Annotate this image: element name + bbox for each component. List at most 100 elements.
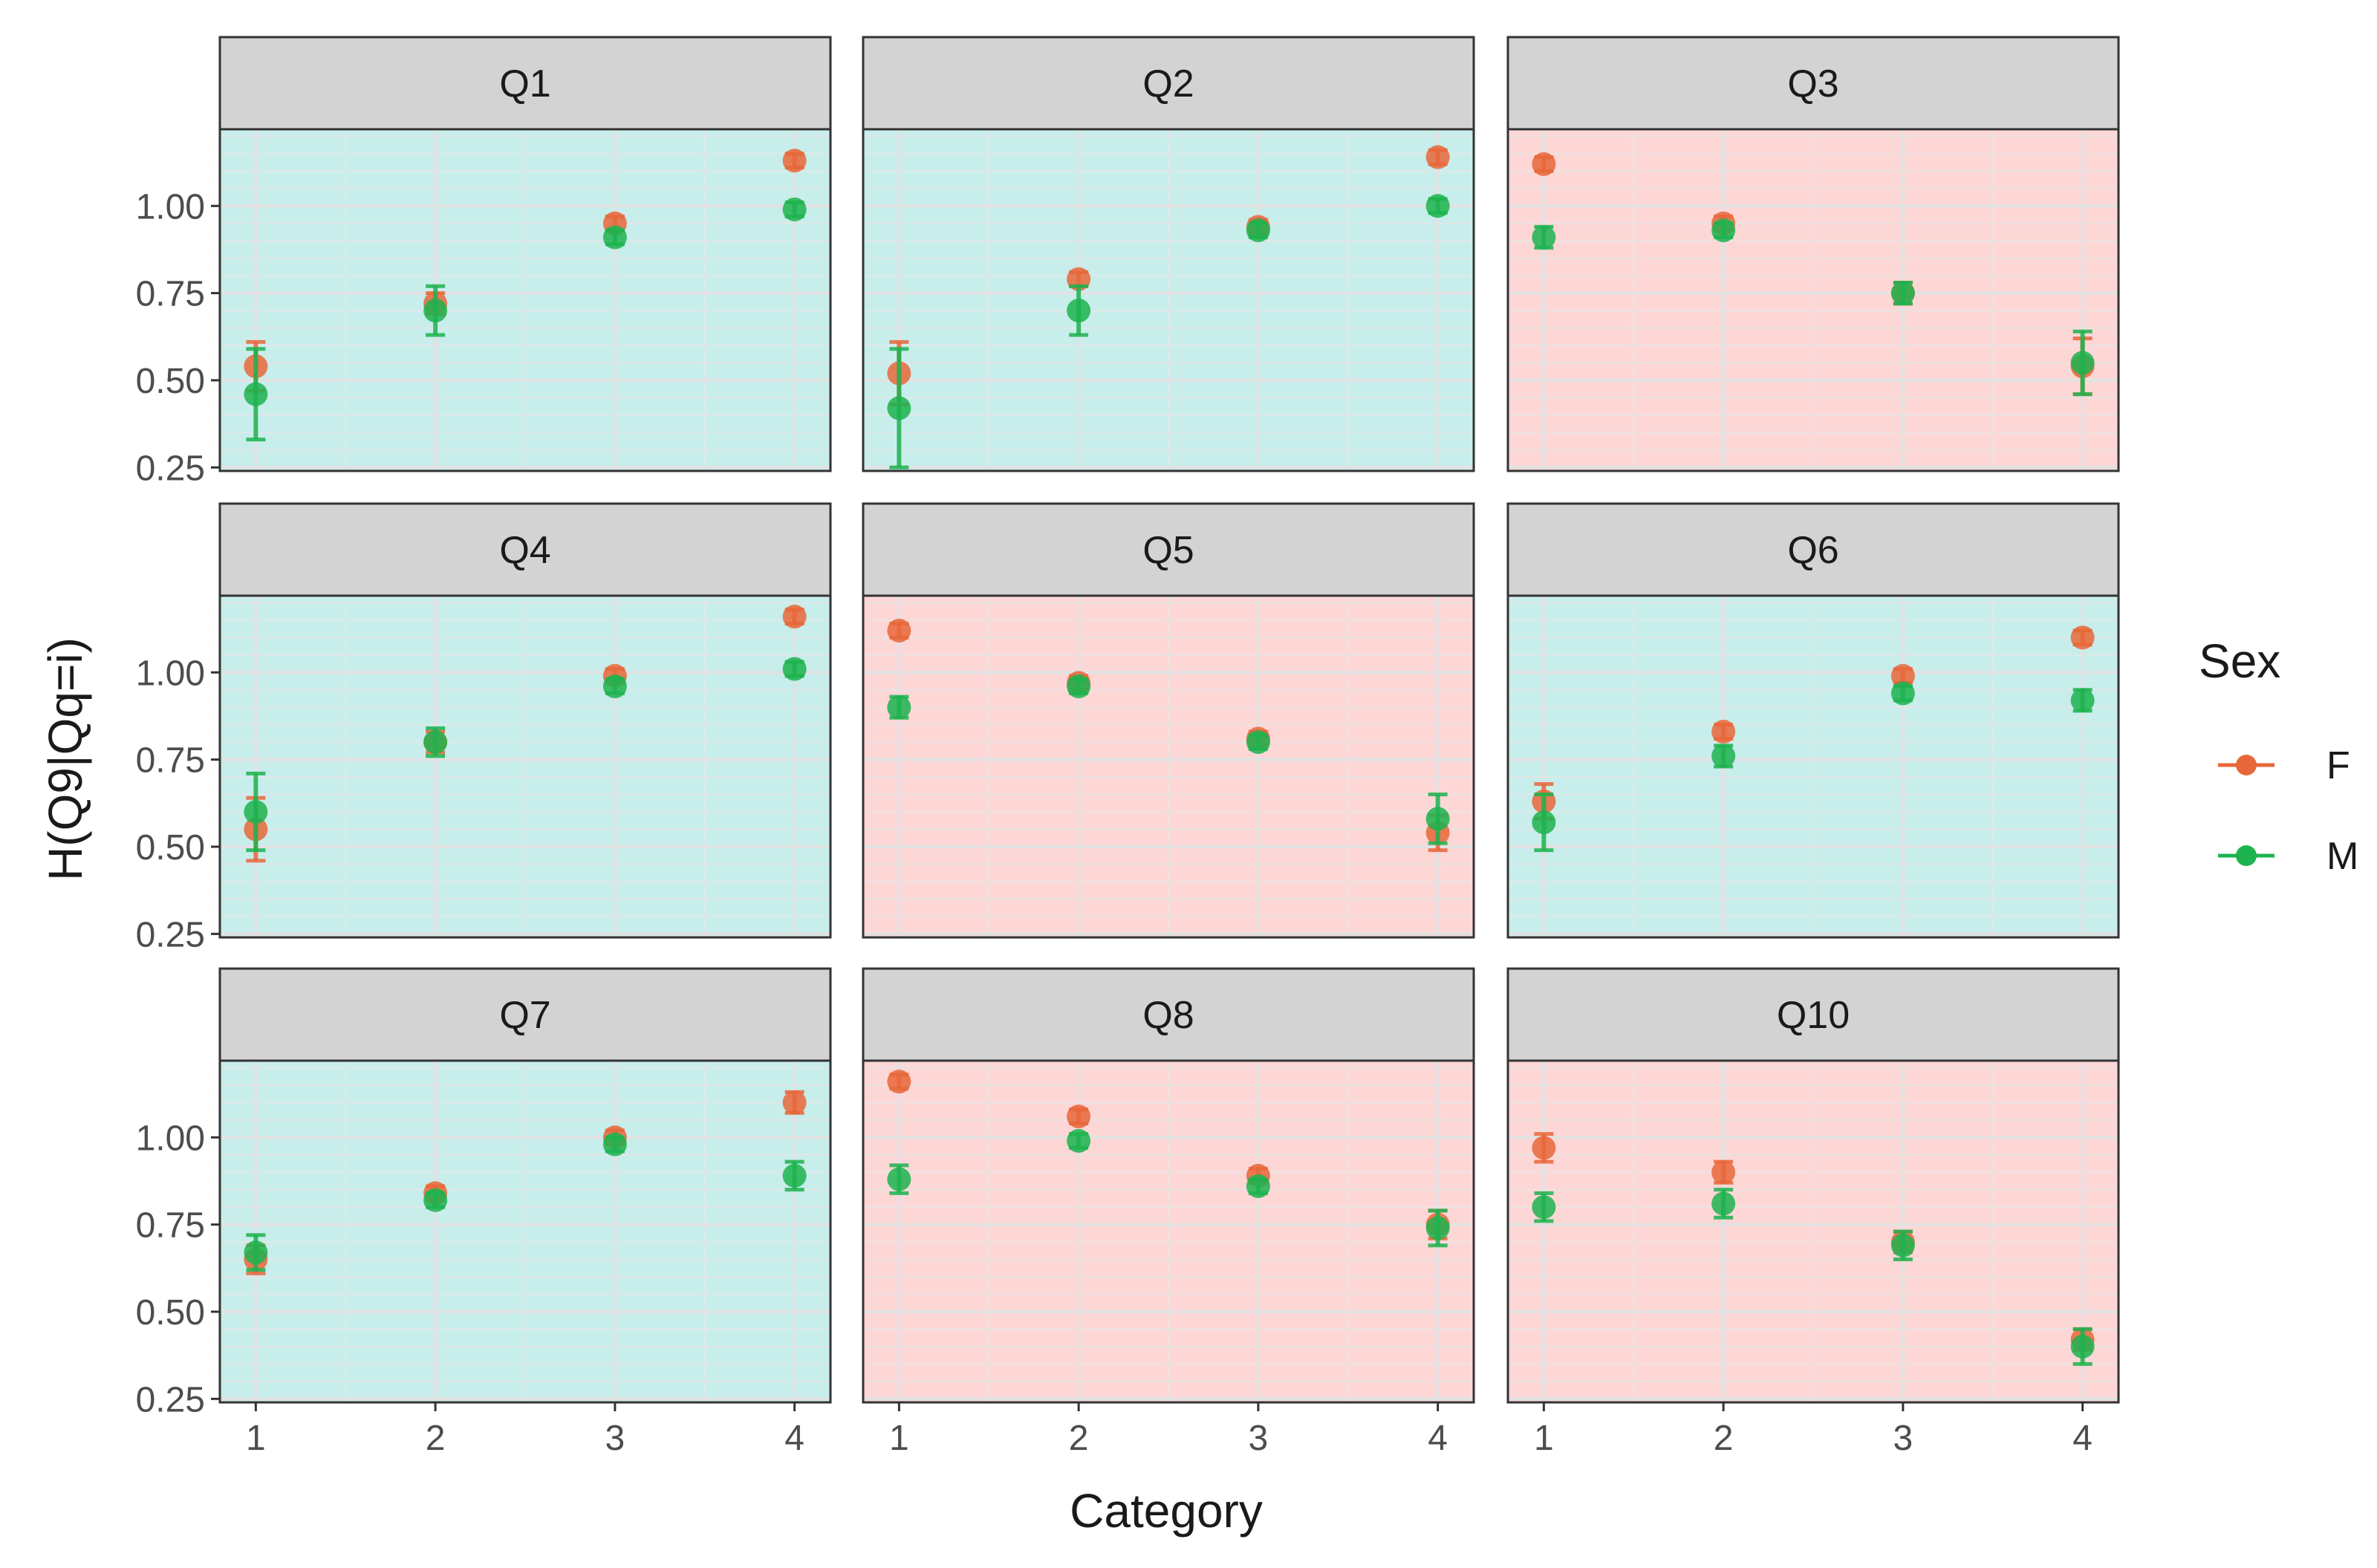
data-point-m <box>244 1240 268 1265</box>
facet-strip-label: Q10 <box>1777 994 1850 1037</box>
facet-strip-label: Q4 <box>499 529 550 572</box>
y-tick-label: 0.75 <box>136 275 205 314</box>
data-point-m <box>1890 1233 1915 1258</box>
facet-strip <box>1506 967 2120 1062</box>
x-tick-label: 2 <box>426 1419 446 1458</box>
x-tick-label: 1 <box>246 1419 266 1458</box>
facet-strip <box>862 36 1475 131</box>
data-point-f <box>887 618 911 643</box>
facet-strip-label: Q3 <box>1787 62 1838 105</box>
y-tick-label: 0.75 <box>136 1206 205 1246</box>
data-point-m <box>1246 1174 1270 1198</box>
facet-panel-q4: Q4 0.25 0.50 0.75 1.00 <box>136 502 832 954</box>
data-point-m <box>1067 299 1091 323</box>
data-point-m <box>1532 810 1556 835</box>
data-point-m <box>1425 807 1450 831</box>
legend-title: Sex <box>2199 634 2280 688</box>
data-point-m <box>887 1167 911 1191</box>
legend-item-m: M <box>2218 835 2358 878</box>
facet-strip-label: Q5 <box>1142 529 1194 572</box>
y-tick-label: 0.75 <box>136 741 205 781</box>
data-point-m <box>1532 225 1556 250</box>
facet-panel-q10: Q10 1 2 3 4 <box>1506 967 2120 1458</box>
data-point-m <box>602 1132 627 1157</box>
panel-border <box>862 128 1475 472</box>
facet-strip-label: Q2 <box>1142 62 1194 105</box>
y-axis-title: H(Q9|Qq=i) <box>39 637 92 881</box>
data-point-m <box>887 695 911 720</box>
x-tick-label: 2 <box>1069 1419 1089 1458</box>
panel-border <box>862 594 1475 939</box>
x-tick-label: 2 <box>1714 1419 1734 1458</box>
data-point-f <box>782 1090 807 1115</box>
data-point-m <box>244 800 268 824</box>
data-point-m <box>1711 744 1736 768</box>
panel-border <box>1506 594 2120 939</box>
data-point-f <box>1425 145 1450 169</box>
data-point-m <box>423 730 448 755</box>
facet-strip-label: Q8 <box>1142 994 1194 1037</box>
data-point-f <box>2070 625 2095 650</box>
facet-panel-q8: Q8 1 2 3 4 <box>862 967 1475 1458</box>
data-point-m <box>1711 218 1736 243</box>
panel-border <box>218 128 832 472</box>
facet-strip-label: Q1 <box>499 62 550 105</box>
legend-marker <box>2236 845 2257 866</box>
data-point-f <box>887 1070 911 1094</box>
y-tick-label: 1.00 <box>136 654 205 693</box>
y-tick-label: 0.25 <box>136 449 205 488</box>
y-tick-label: 0.25 <box>136 1380 205 1419</box>
facet-strip <box>218 967 832 1062</box>
data-point-m <box>2070 688 2095 712</box>
data-point-f <box>1890 663 1915 688</box>
data-point-m <box>1890 681 1915 706</box>
data-point-f <box>782 605 807 629</box>
data-point-m <box>1067 674 1091 699</box>
facet-panel-q3: Q3 <box>1506 36 2120 472</box>
data-point-m <box>423 299 448 323</box>
x-tick-label: 3 <box>1893 1419 1913 1458</box>
data-point-m <box>1532 1195 1556 1220</box>
facet-strip <box>862 967 1475 1062</box>
legend-label: F <box>2326 744 2350 787</box>
facet-panel-q6: Q6 <box>1506 502 2120 939</box>
data-point-f <box>1067 1105 1091 1129</box>
x-tick-label: 3 <box>605 1419 625 1458</box>
data-point-f <box>782 149 807 173</box>
facet-panel-q5: Q5 <box>862 502 1475 939</box>
data-point-m <box>2070 1334 2095 1359</box>
panel-border <box>1506 1059 2120 1404</box>
data-point-m <box>1425 1216 1450 1240</box>
facet-strip <box>862 502 1475 597</box>
legend-marker <box>2236 755 2257 775</box>
data-point-f <box>1711 1160 1736 1185</box>
data-point-m <box>1067 1128 1091 1153</box>
facet-strip-label: Q6 <box>1787 529 1838 572</box>
data-point-m <box>782 197 807 221</box>
facet-panel-q7: Q7 0.25 0.50 0.75 1.00 1 2 3 4 <box>136 967 832 1458</box>
x-tick-label: 4 <box>2072 1419 2093 1458</box>
x-tick-label: 1 <box>1534 1419 1554 1458</box>
facet-panel-q2: Q2 <box>862 36 1475 472</box>
data-point-m <box>1711 1191 1736 1216</box>
data-point-f <box>1532 152 1556 176</box>
data-point-m <box>423 1188 448 1212</box>
data-point-m <box>887 396 911 420</box>
y-tick-label: 0.50 <box>136 1293 205 1333</box>
x-tick-label: 4 <box>1428 1419 1448 1458</box>
data-point-m <box>244 382 268 406</box>
data-point-m <box>1246 730 1270 755</box>
data-point-m <box>2070 351 2095 375</box>
data-point-m <box>782 1163 807 1188</box>
y-tick-label: 0.50 <box>136 362 205 401</box>
panel-border <box>218 594 832 939</box>
facet-panel-q1: Q1 0.25 0.50 0.75 1.00 <box>136 36 832 488</box>
legend-label: M <box>2326 835 2358 878</box>
x-axis-title: Category <box>1070 1484 1263 1538</box>
y-tick-label: 0.50 <box>136 828 205 868</box>
y-tick-label: 1.00 <box>136 1119 205 1158</box>
data-point-m <box>782 657 807 681</box>
data-point-m <box>1890 281 1915 305</box>
